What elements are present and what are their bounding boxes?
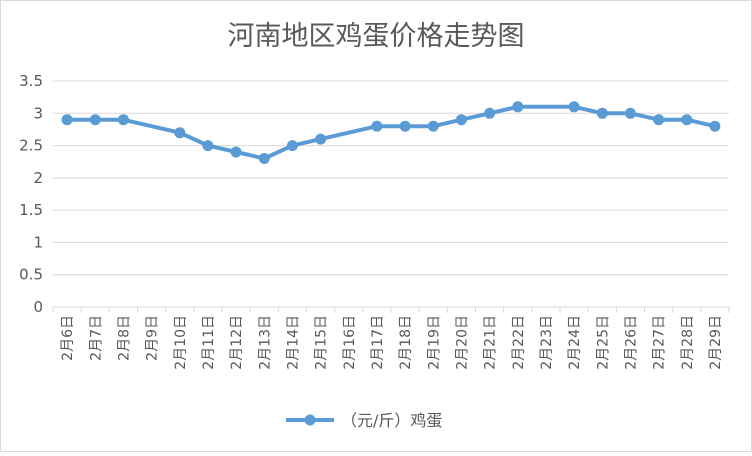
data-series	[61, 101, 721, 164]
y-tick-label: 0	[33, 298, 43, 316]
data-point	[455, 114, 467, 126]
x-tick-label: 2月29日	[708, 315, 724, 370]
data-point	[315, 133, 327, 145]
data-point	[61, 114, 73, 126]
x-tick-label: 2月7日	[88, 315, 104, 361]
data-point	[681, 114, 693, 126]
y-tick-label: 1.5	[19, 201, 43, 219]
x-tick-label: 2月25日	[595, 315, 611, 370]
x-tick-label: 2月17日	[370, 315, 386, 370]
x-tick-label: 2月16日	[342, 315, 358, 370]
x-tick-label: 2月21日	[483, 315, 499, 370]
x-tick-label: 2月11日	[201, 315, 217, 370]
y-tick-label: 3	[33, 104, 43, 122]
data-point	[117, 114, 129, 126]
data-point	[484, 107, 496, 119]
x-tick-label: 2月19日	[426, 315, 442, 370]
data-point	[89, 114, 101, 126]
data-point	[230, 146, 242, 158]
y-tick-label: 0.5	[19, 266, 43, 284]
x-tick-label: 2月15日	[314, 315, 330, 370]
data-point	[371, 120, 383, 132]
x-tick-label: 2月12日	[229, 315, 245, 370]
x-tick-label: 2月14日	[285, 315, 301, 370]
y-tick-label: 2	[33, 169, 43, 187]
x-tick-label: 2月27日	[652, 315, 668, 370]
data-point	[596, 107, 608, 119]
chart-title: 河南地区鸡蛋价格走势图	[228, 21, 525, 52]
x-tick-label: 2月10日	[173, 315, 189, 370]
data-point	[709, 120, 721, 132]
data-point	[258, 153, 270, 164]
data-point	[653, 114, 665, 126]
data-point	[399, 120, 411, 132]
legend: （元/斤）鸡蛋	[286, 411, 442, 430]
data-point	[286, 140, 298, 152]
series-line	[65, 104, 717, 161]
x-tick-label: 2月22日	[511, 315, 527, 370]
data-point	[512, 101, 524, 113]
gridlines	[53, 80, 729, 308]
x-tick-label: 2月20日	[454, 315, 470, 370]
x-tick-label: 2月28日	[680, 315, 696, 370]
x-axis: 2月6日 2月7日 2月8日 2月9日 2月10日 2月11日 2月12日 2月13日 2月14…	[52, 307, 730, 370]
x-tick-label: 2月8日	[116, 315, 132, 361]
x-tick-label: 2月13日	[257, 315, 273, 370]
y-tick-label: 3.5	[19, 72, 43, 90]
y-tick-label: 2.5	[19, 137, 43, 155]
x-tick-label: 2月6日	[60, 315, 76, 361]
data-point	[427, 120, 439, 132]
x-tick-label: 2月18日	[398, 315, 414, 370]
y-tick-label: 1	[33, 233, 43, 251]
data-point	[568, 101, 580, 113]
legend-label: （元/斤）鸡蛋	[341, 411, 442, 430]
x-tick-label: 2月9日	[145, 315, 161, 361]
legend-marker-swatch	[304, 414, 316, 426]
data-point	[202, 140, 214, 152]
data-point	[174, 127, 186, 139]
y-axis: 0 0.5 1 1.5 2 2.5 3 3.5	[19, 72, 43, 316]
data-point	[624, 107, 636, 119]
x-tick-label: 2月23日	[539, 315, 555, 370]
x-tick-label: 2月24日	[567, 315, 583, 370]
x-tick-label: 2月26日	[623, 315, 639, 370]
